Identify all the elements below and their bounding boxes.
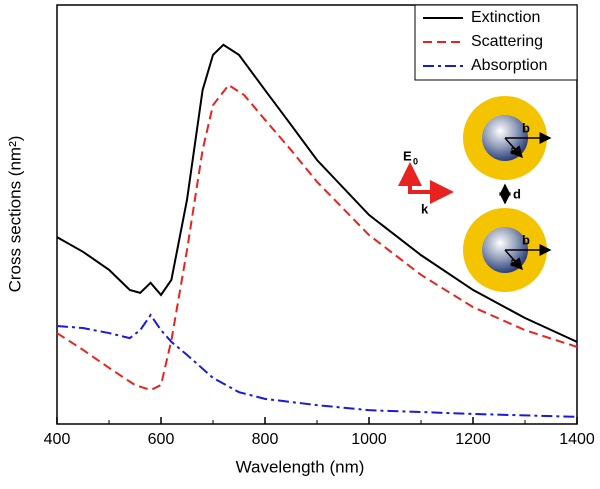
legend-label: Scattering: [471, 33, 543, 50]
legend-label: Extinction: [471, 9, 540, 26]
x-tick-label: 400: [44, 431, 71, 448]
inset-label: E: [403, 148, 412, 163]
radius-arrow: [504, 249, 524, 271]
radius-arrow: [504, 137, 524, 159]
line-series: [56, 43, 578, 343]
inset: b a b a d E 0 k: [398, 96, 552, 292]
inset-label: d: [513, 186, 521, 201]
x-tick-label: 1000: [351, 431, 387, 448]
line-series: [56, 313, 578, 418]
x-tick-label: 600: [148, 431, 175, 448]
inset-label: a: [510, 142, 518, 157]
legend-label: Absorption: [471, 57, 548, 74]
x-tick-label: 1400: [559, 431, 595, 448]
x-tick-label: 1200: [455, 431, 491, 448]
inset-label: 0: [413, 156, 418, 166]
inset-label: b: [522, 232, 530, 247]
inset-label: k: [421, 201, 429, 216]
inset-label: b: [522, 120, 530, 135]
line-series: [56, 83, 578, 392]
inset-label: a: [510, 254, 518, 269]
x-axis-title: Wavelength (nm): [236, 457, 365, 476]
y-axis-title: Cross sections (nm²): [5, 136, 24, 293]
x-tick-label: 800: [252, 431, 279, 448]
